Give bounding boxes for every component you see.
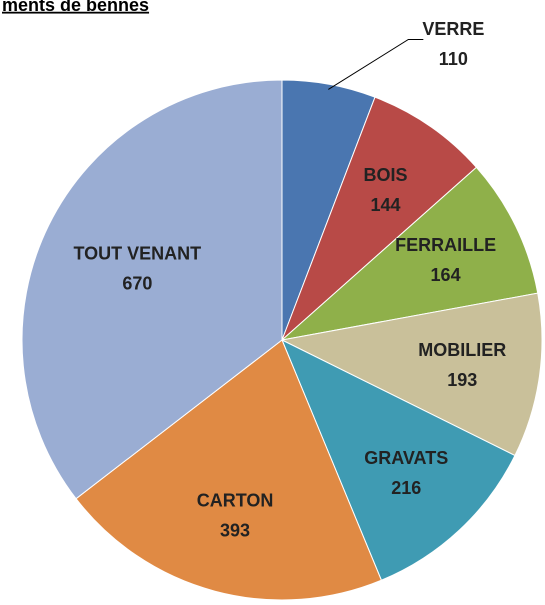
slice-label: FERRAILLE <box>395 235 496 255</box>
slice-label: BOIS <box>364 165 408 185</box>
slice-label: TOUT VENANT <box>74 244 202 264</box>
value-label: 110 <box>439 49 468 69</box>
pie-slice <box>281 338 516 581</box>
value-label: 164 <box>431 265 461 285</box>
pie-slice <box>280 292 543 457</box>
value-label: 670 <box>122 274 152 294</box>
slice-label: GRAVATS <box>364 448 448 468</box>
slice-label: CARTON <box>197 491 274 511</box>
value-label: 393 <box>220 521 250 541</box>
chart-title: ments de bennes <box>2 0 149 15</box>
value-label: 216 <box>391 478 421 498</box>
slice-label: VERRE <box>422 19 484 39</box>
slice-label: MOBILIER <box>418 340 506 360</box>
leader-line <box>328 38 424 90</box>
value-label: 193 <box>447 370 477 390</box>
pie-slice <box>281 96 478 341</box>
value-label: 144 <box>370 195 400 215</box>
pie-slice <box>21 79 283 500</box>
pie-slice <box>75 339 383 601</box>
pie-slice <box>280 166 539 341</box>
